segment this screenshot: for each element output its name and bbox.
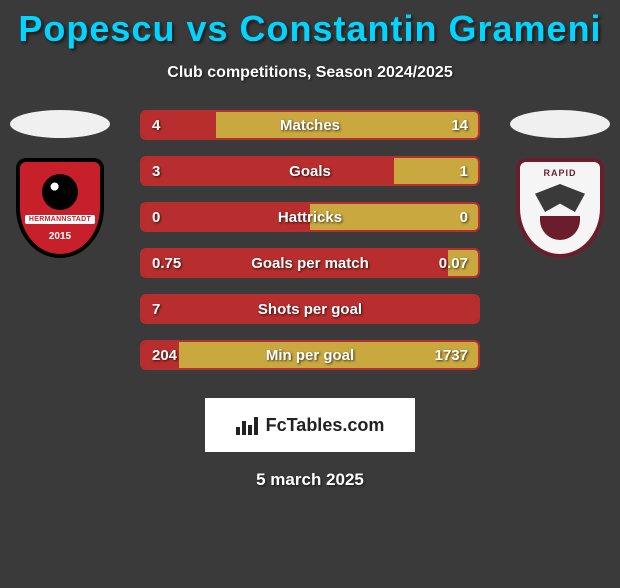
crest-left-year: 2015 xyxy=(49,231,71,242)
player-right-avatar-placeholder xyxy=(510,110,610,138)
player-left-avatar-placeholder xyxy=(10,110,110,138)
logo-text: FcTables.com xyxy=(266,415,385,436)
crest-right-eagle-icon xyxy=(535,184,585,212)
stat-bar-fill-right xyxy=(310,204,478,230)
stat-bar-fill-right xyxy=(179,342,478,368)
player-right-column: RAPID xyxy=(510,110,610,258)
stat-bar-row: Shots per goal7 xyxy=(140,294,480,324)
stat-bar-fill-left xyxy=(142,250,448,276)
player-left-column: HERMANNSTADT 2015 xyxy=(10,110,110,258)
comparison-panel: HERMANNSTADT 2015 RAPID Matches414 Goals3… xyxy=(0,110,620,390)
date-label: 5 march 2025 xyxy=(0,470,620,490)
player-left-crest: HERMANNSTADT 2015 xyxy=(16,158,104,258)
stat-bar-fill-left xyxy=(142,158,394,184)
subtitle: Club competitions, Season 2024/2025 xyxy=(0,64,620,82)
stat-bar-row: Hattricks00 xyxy=(140,202,480,232)
crest-right-lower-shape xyxy=(540,216,580,240)
player-right-crest: RAPID xyxy=(516,158,604,258)
stat-bar-fill-left xyxy=(142,342,179,368)
stat-bar-fill-right xyxy=(448,250,478,276)
crest-right-text: RAPID xyxy=(543,168,576,178)
logo-chart-icon xyxy=(236,415,260,435)
stat-bar-fill-left xyxy=(142,204,310,230)
stat-bar-fill-right xyxy=(394,158,478,184)
stat-bar-fill-left xyxy=(142,112,216,138)
crest-left-banner: HERMANNSTADT xyxy=(25,215,95,224)
fctables-logo: FcTables.com xyxy=(205,398,415,452)
stat-bar-row: Matches414 xyxy=(140,110,480,140)
stat-bar-row: Goals31 xyxy=(140,156,480,186)
page-title: Popescu vs Constantin Grameni xyxy=(0,8,620,50)
stat-bar-fill-left xyxy=(142,296,478,322)
stat-bar-row: Goals per match0.750.07 xyxy=(140,248,480,278)
stat-bars-container: Matches414 Goals31 Hattricks00 Goals per ma… xyxy=(140,110,480,386)
stat-bar-row: Min per goal2041737 xyxy=(140,340,480,370)
stat-bar-fill-right xyxy=(216,112,478,138)
